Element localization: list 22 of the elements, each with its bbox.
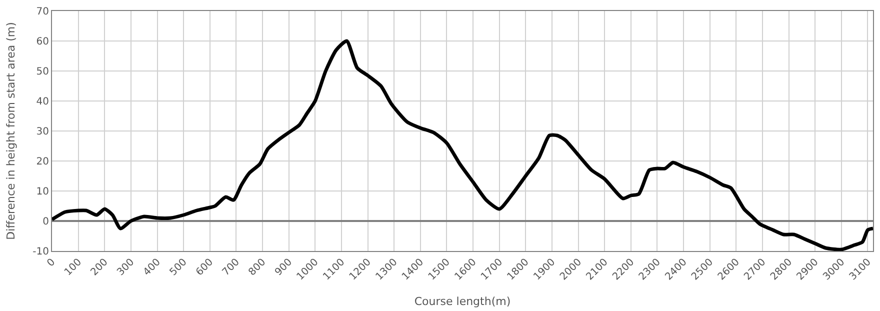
y-tick-label: -10 [32,246,49,258]
x-tick-label: 100 [62,256,84,278]
line-series [52,39,873,251]
y-tick-label: 60 [36,36,49,48]
x-tick-label: 500 [168,256,190,278]
y-axis-title: Difference in height from start area (m) [4,22,18,240]
x-tick-label: 300 [115,256,137,278]
x-tick-label: 900 [273,256,294,278]
x-tick-label: 800 [246,256,268,278]
x-tick-label: 200 [89,256,110,278]
x-tick-label: 600 [194,256,216,278]
x-tick-label: 0 [45,256,58,270]
x-tick-label: 400 [142,256,163,278]
y-tick-label: 30 [36,126,49,138]
y-tick-label: 50 [36,66,49,78]
y-tick-label: 0 [42,216,49,228]
y-tick-label: 40 [36,96,49,108]
x-tick-label: 700 [220,256,242,278]
y-tick-label: 70 [36,6,49,18]
y-tick-label: 20 [36,156,49,168]
x-axis-title: Course length(m) [414,294,511,308]
y-tick-label: 10 [36,186,49,198]
